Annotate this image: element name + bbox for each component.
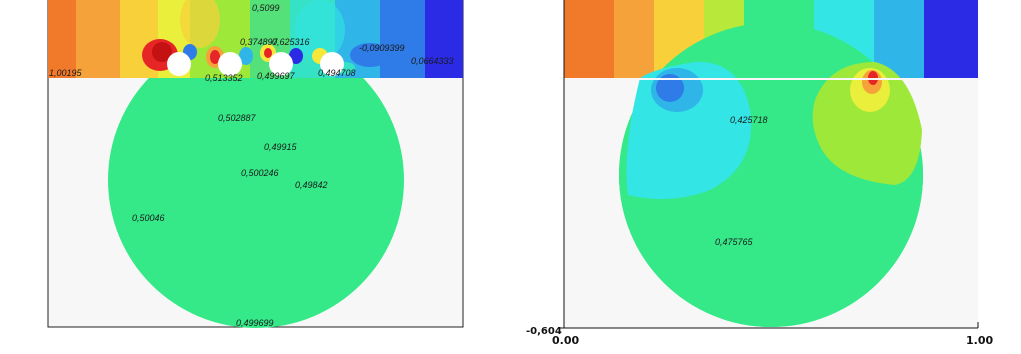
contour-value-label: 0,5099 [252,3,280,13]
contour-value-label: 0,0664333 [411,56,454,66]
contour-value-label: 0,49842 [295,180,328,190]
contour-value-label: 0,374897 [240,37,279,47]
contour-value-label: 0,499699 [236,318,274,328]
contour-value-label: 0,494708 [318,68,356,78]
contour-value-label: 0,49915 [264,142,298,152]
holes [167,52,344,76]
hole [167,52,191,76]
circular-domain [108,32,404,328]
x-axis-max-label: 1.00 [966,334,993,347]
left-plot: 0,5099 0,374897 0,625316 -0,0909399 0,06… [0,0,500,340]
contour-value-label: 0,502887 [218,113,257,123]
hole [320,52,344,76]
x-axis-min-label: 0.00 [552,334,579,347]
hole [218,52,242,76]
contour-value-label: 0,50046 [132,213,165,223]
right-plot: 0,425718 0,475765 -0,604 0.00 1.00 [510,0,1021,347]
contour-value-label: 0,475765 [715,237,754,247]
hole [269,52,293,76]
right-plot-canvas: 0,425718 0,475765 -0,604 0.00 1.00 [526,0,993,347]
contour-value-label: -0,0909399 [359,43,405,53]
contour-value-label: 0,625316 [272,37,310,47]
contour-value-label: 1,00195 [49,68,83,78]
contour-value-label: 0,513352 [205,73,243,83]
contour-value-label: 0,500246 [241,168,279,178]
contour-value-label: 0,425718 [730,115,768,125]
y-axis-min-label: -0,604 [526,326,562,337]
left-plot-canvas: 0,5099 0,374897 0,625316 -0,0909399 0,06… [47,0,464,328]
contour-value-label: 0,499697 [257,71,296,81]
top-contour-strip [48,0,463,78]
